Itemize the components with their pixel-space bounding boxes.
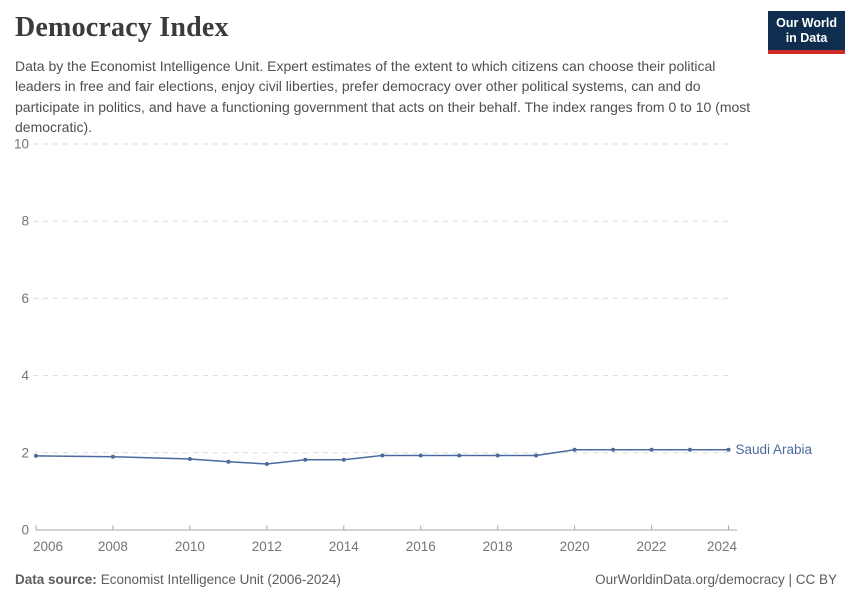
data-point-2020 [572,447,577,452]
data-point-2014 [341,457,346,462]
data-point-2013 [303,457,308,462]
x-tick-label: 2018 [483,539,513,554]
x-tick-label: 2010 [175,539,205,554]
credit-link[interactable]: OurWorldinData.org/democracy | CC BY [595,572,837,587]
data-point-2021 [611,447,616,452]
owid-logo: Our World in Data [768,11,845,54]
data-point-2023 [688,447,692,452]
data-point-2012 [264,462,269,466]
data-source-value: Economist Intelligence Unit (2006-2024) [100,572,341,587]
y-tick-label: 6 [21,291,29,306]
data-point-2024 [726,447,731,452]
x-tick-label: 2022 [637,539,667,554]
y-tick-label: 8 [21,214,29,229]
data-point-2015 [380,453,385,458]
data-source: Data source: Economist Intelligence Unit … [15,572,341,587]
y-tick-label: 2 [21,445,29,460]
x-tick-label: 2016 [406,539,436,554]
chart-title: Democracy Index [15,12,229,43]
series-end-label: Saudi Arabia [736,442,813,457]
owid-logo-line2: in Data [785,31,828,45]
x-tick-label: 2014 [329,539,360,554]
x-tick-label: 2020 [560,539,590,554]
data-point-2011 [226,459,231,464]
x-tick-label: 2006 [33,539,63,554]
data-source-label: Data source: [15,572,97,587]
x-tick-label: 2012 [252,539,282,554]
owid-logo-line1: Our World [776,16,837,30]
data-point-2019 [534,453,539,458]
data-point-2022 [649,447,654,452]
data-point-2016 [418,453,423,458]
y-tick-label: 4 [21,368,29,383]
y-tick-label: 10 [14,137,29,152]
x-tick-label: 2024 [707,539,738,554]
data-point-2017 [457,453,462,458]
x-tick-label: 2008 [98,539,128,554]
y-tick-label: 0 [21,523,29,538]
data-point-2008 [110,454,115,459]
chart-footer: Data source: Economist Intelligence Unit … [15,572,837,587]
data-point-2010 [187,457,192,461]
data-point-2006 [34,453,38,458]
data-point-2018 [495,453,500,458]
chart-subtitle: Data by the Economist Intelligence Unit.… [15,58,751,135]
